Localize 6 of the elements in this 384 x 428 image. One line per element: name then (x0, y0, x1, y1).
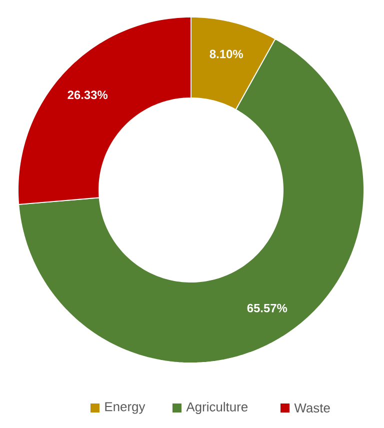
legend-label: Energy (105, 402, 146, 414)
legend-label: Waste (294, 403, 330, 413)
data-label: 26.33% (68, 90, 108, 100)
data-label: 8.10% (210, 50, 243, 58)
data-label: 65.57% (247, 304, 288, 312)
legend-label: Agriculture (186, 402, 248, 414)
